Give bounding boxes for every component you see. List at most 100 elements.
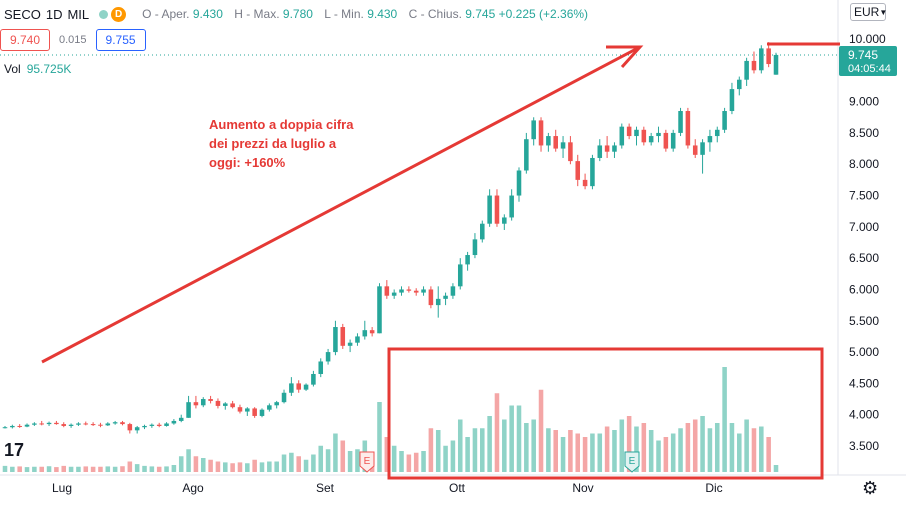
candle: [105, 422, 111, 426]
candle: [435, 286, 441, 318]
candles: [2, 42, 779, 434]
volume-bar: [524, 423, 529, 472]
candle: [744, 57, 749, 86]
candle: [524, 132, 529, 174]
candle: [2, 425, 8, 429]
candle-body: [142, 425, 147, 428]
volume-bar: [178, 456, 184, 472]
candle: [10, 424, 15, 429]
candle: [457, 258, 463, 290]
gear-icon[interactable]: ⚙: [862, 478, 879, 498]
tradingview-logo-icon[interactable]: 17: [4, 440, 25, 460]
volume-bar: [391, 445, 397, 472]
candle-body: [193, 402, 199, 406]
interval[interactable]: 1D: [45, 6, 63, 22]
candle: [98, 422, 103, 428]
volume-bar: [46, 466, 52, 472]
candle-body: [362, 330, 368, 337]
volume-bar: [714, 423, 720, 472]
candle-body: [171, 420, 177, 424]
candle-body: [531, 120, 536, 140]
candle-body: [714, 129, 720, 137]
candle-body: [340, 327, 346, 346]
volume-value: 95.725K: [26, 62, 72, 76]
volume-bar: [722, 367, 727, 472]
volume-bar: [193, 456, 199, 472]
currency-select[interactable]: EUR ▼: [850, 3, 887, 21]
candle-body: [413, 290, 419, 293]
candle: [369, 327, 375, 337]
candle-body: [10, 425, 15, 428]
volume-bar: [2, 465, 8, 472]
symbol-name[interactable]: SECO: [4, 6, 41, 22]
candle-body: [54, 422, 59, 425]
candle-body: [311, 373, 316, 385]
low-label: L - Min.: [324, 7, 364, 21]
volume-bar: [76, 466, 81, 472]
candle: [76, 422, 81, 426]
volume-bar: [575, 433, 581, 472]
candle-body: [722, 111, 727, 130]
candle: [663, 129, 669, 152]
candle-body: [112, 422, 118, 424]
price-tick-label: 4.500: [849, 376, 879, 390]
candle: [428, 286, 434, 309]
last-price-badge: [839, 45, 897, 76]
candle: [230, 400, 235, 409]
candle-body: [648, 136, 654, 143]
candle: [134, 425, 140, 434]
volume-bar: [692, 419, 698, 472]
volume-bar: [347, 451, 353, 472]
volume-bar: [90, 466, 96, 472]
delayed-data-badge[interactable]: D: [111, 6, 127, 22]
volume-bar: [120, 466, 125, 472]
candle-body: [435, 298, 441, 306]
volume-bar: [399, 451, 404, 472]
candle: [281, 389, 287, 404]
volume-bar: [186, 449, 191, 472]
candle-body: [164, 423, 169, 426]
volume-bar: [612, 430, 617, 472]
volume-bar: [509, 405, 514, 472]
buy-button[interactable]: 9.755: [95, 29, 146, 51]
candle: [399, 286, 404, 296]
candle-body: [391, 292, 397, 296]
candle: [164, 422, 169, 427]
candle: [648, 132, 654, 146]
bar-countdown: 04:05:44: [848, 63, 891, 75]
candle-body: [237, 407, 243, 412]
candle: [347, 339, 353, 353]
sell-button[interactable]: 9.740: [0, 29, 50, 51]
candle-body: [604, 145, 610, 152]
volume-bar: [112, 466, 118, 472]
trend-arrow-line: [41, 45, 641, 364]
candle: [384, 280, 390, 299]
candle-body: [149, 424, 155, 426]
candle: [480, 220, 485, 243]
volume-bar: [149, 466, 155, 472]
volume-bar: [384, 437, 390, 472]
candle-body: [355, 336, 360, 343]
volume-bar: [24, 467, 30, 472]
candle-body: [553, 136, 558, 149]
volume-bar: [626, 416, 632, 472]
price-axis: 3.500 4.000 4.500 5.000 5.500 6.000 6.500 7.000…: [839, 32, 897, 453]
candle-body: [46, 422, 52, 425]
volume-bar: [39, 466, 44, 472]
time-tick-label: Ago: [182, 481, 204, 495]
price-tick-label: 4.000: [849, 408, 879, 422]
candle-body: [186, 402, 191, 418]
candle-body: [384, 286, 390, 296]
volume-bar: [516, 405, 522, 472]
candle: [553, 129, 558, 152]
volume-bar: [670, 433, 676, 472]
volume-bar: [281, 454, 287, 472]
candle: [252, 407, 257, 418]
candle-body: [524, 139, 529, 171]
candle-body: [318, 361, 324, 374]
candle-body: [663, 132, 669, 149]
time-axis: Lug Ago Set Ott Nov Dic: [52, 481, 723, 495]
candle: [311, 370, 316, 387]
candle-body: [32, 423, 37, 425]
